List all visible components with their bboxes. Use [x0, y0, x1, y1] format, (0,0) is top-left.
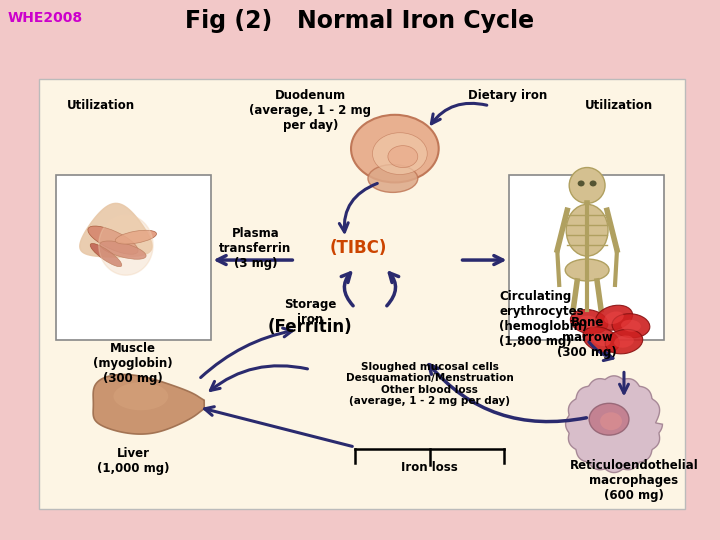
Text: Liver
(1,000 mg): Liver (1,000 mg): [96, 447, 169, 475]
FancyBboxPatch shape: [510, 176, 664, 340]
Polygon shape: [80, 204, 152, 257]
Ellipse shape: [612, 314, 650, 338]
Ellipse shape: [577, 180, 585, 186]
FancyBboxPatch shape: [40, 79, 685, 509]
Text: Fig (2)   Normal Iron Cycle: Fig (2) Normal Iron Cycle: [186, 9, 534, 33]
Ellipse shape: [580, 315, 599, 328]
Ellipse shape: [372, 133, 427, 174]
Text: (TIBC): (TIBC): [330, 239, 387, 257]
Text: Sloughed mucosal cells
Desquamation/Menstruation
Other blood loss
(average, 1 - : Sloughed mucosal cells Desquamation/Mens…: [346, 361, 513, 406]
Polygon shape: [99, 215, 153, 275]
Ellipse shape: [589, 403, 629, 435]
Text: Reticuloendothelial
macrophages
(600 mg): Reticuloendothelial macrophages (600 mg): [570, 459, 698, 502]
Ellipse shape: [600, 412, 622, 430]
Ellipse shape: [114, 382, 168, 410]
Ellipse shape: [604, 312, 624, 324]
Text: Utilization: Utilization: [67, 99, 135, 112]
Ellipse shape: [368, 165, 418, 192]
Circle shape: [570, 167, 605, 204]
Ellipse shape: [100, 241, 146, 259]
Ellipse shape: [621, 320, 641, 332]
Polygon shape: [93, 375, 204, 434]
FancyBboxPatch shape: [56, 176, 210, 340]
Ellipse shape: [606, 329, 643, 354]
Ellipse shape: [590, 180, 597, 186]
Ellipse shape: [595, 305, 633, 330]
Ellipse shape: [570, 309, 608, 334]
Text: Dietary iron: Dietary iron: [467, 89, 546, 102]
Ellipse shape: [566, 204, 608, 256]
Ellipse shape: [388, 146, 418, 167]
Text: (Ferritin): (Ferritin): [268, 318, 353, 336]
Ellipse shape: [614, 335, 634, 348]
Ellipse shape: [88, 226, 138, 254]
Text: Muscle
(myoglobin)
(300 mg): Muscle (myoglobin) (300 mg): [93, 342, 173, 384]
Ellipse shape: [351, 115, 438, 183]
Text: WHE2008: WHE2008: [7, 11, 83, 25]
Polygon shape: [566, 376, 662, 472]
Ellipse shape: [565, 259, 609, 281]
Text: Utilization: Utilization: [585, 99, 653, 112]
Text: Bone
marrow
(300 mg): Bone marrow (300 mg): [557, 316, 617, 359]
Ellipse shape: [90, 244, 122, 267]
Ellipse shape: [115, 230, 156, 244]
Text: Circulating
erythrocytes
(hemoglobin)
(1,800 mg): Circulating erythrocytes (hemoglobin) (1…: [500, 290, 588, 348]
Text: Storage
iron: Storage iron: [284, 298, 336, 326]
Text: Iron loss: Iron loss: [401, 461, 458, 474]
Text: Duodenum
(average, 1 - 2 mg
per day): Duodenum (average, 1 - 2 mg per day): [249, 89, 372, 132]
Ellipse shape: [582, 327, 619, 353]
Ellipse shape: [592, 333, 611, 346]
Text: Plasma
transferrin
(3 mg): Plasma transferrin (3 mg): [220, 227, 292, 269]
